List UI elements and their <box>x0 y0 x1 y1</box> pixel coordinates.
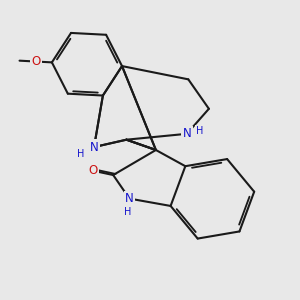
Text: O: O <box>31 55 40 68</box>
Text: N: N <box>182 127 191 140</box>
Text: H: H <box>77 149 85 159</box>
Text: N: N <box>90 141 98 154</box>
Text: H: H <box>196 126 204 136</box>
Text: H: H <box>124 207 132 217</box>
Text: N: N <box>125 192 134 205</box>
Text: O: O <box>88 164 97 177</box>
